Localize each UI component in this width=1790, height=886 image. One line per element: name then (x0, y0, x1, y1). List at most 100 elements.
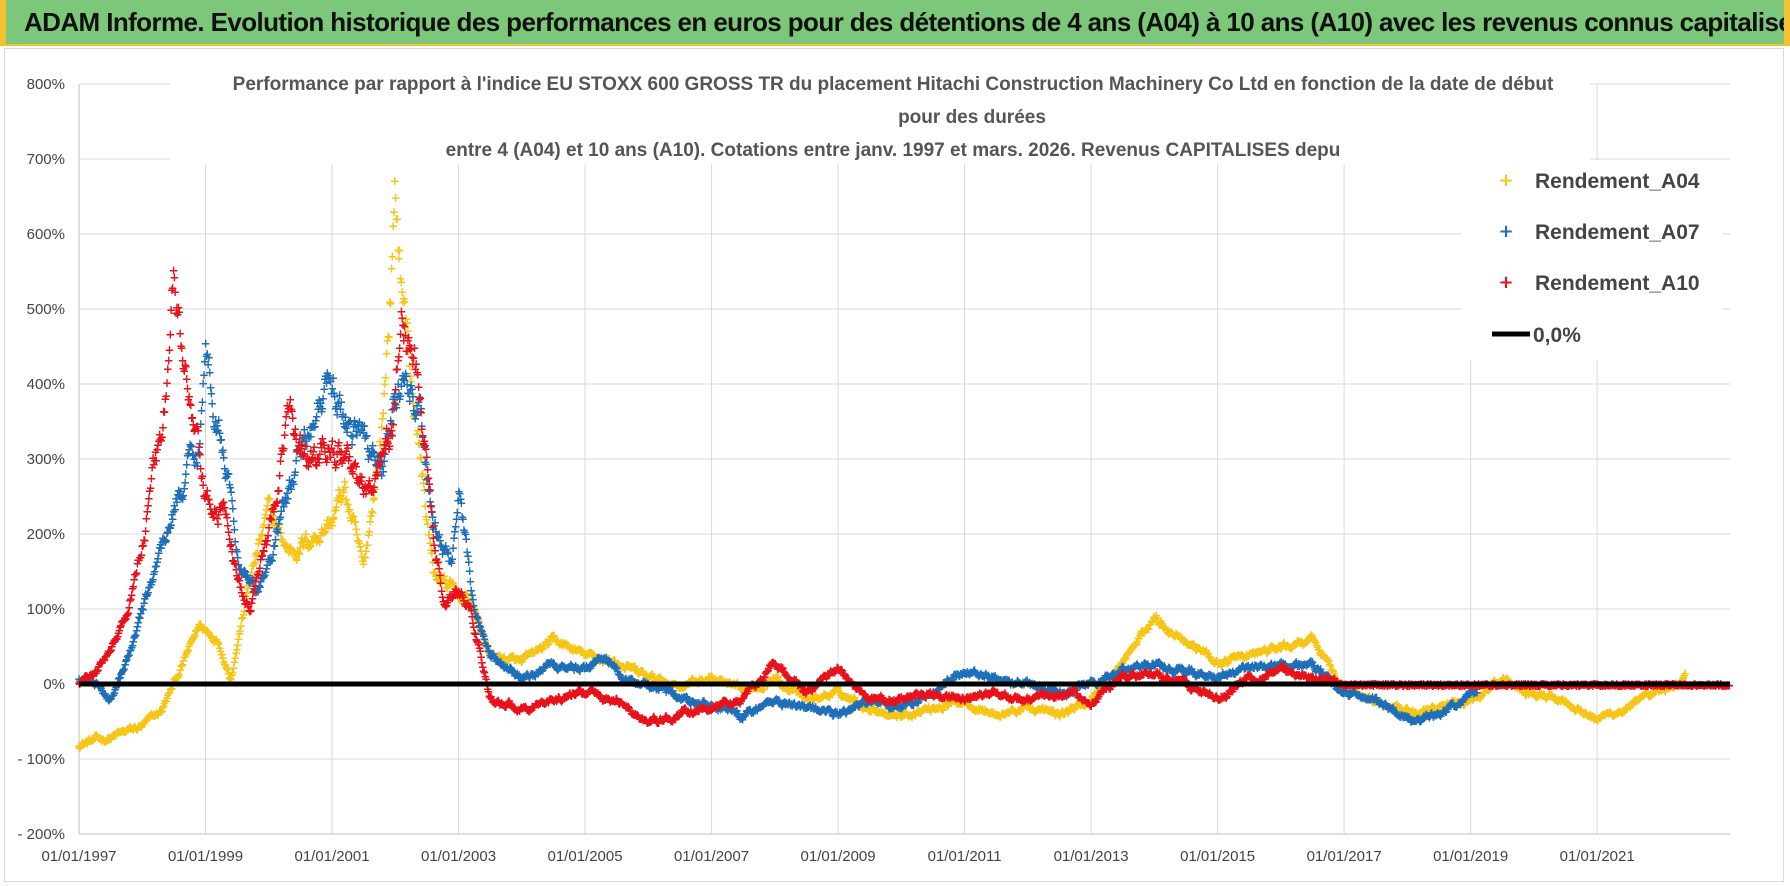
point-Rendement_A04: + (446, 575, 456, 589)
point-Rendement_A04: + (164, 686, 174, 700)
point-Rendement_A04: + (508, 649, 518, 663)
point-Rendement_A04: + (328, 512, 338, 526)
point-Rendement_A04: + (338, 483, 348, 497)
point-Rendement_A04: + (449, 579, 459, 593)
point-Rendement_A04: + (379, 387, 389, 401)
point-Rendement_A04: + (460, 588, 470, 602)
point-Rendement_A04: + (432, 573, 442, 587)
point-Rendement_A04: + (319, 526, 329, 540)
point-Rendement_A04: + (111, 728, 121, 742)
point-Rendement_A04: + (412, 427, 422, 441)
point-Rendement_A04: + (283, 544, 293, 558)
point-Rendement_A04: + (165, 682, 175, 696)
point-Rendement_A04: + (257, 528, 267, 542)
point-Rendement_A04: + (530, 646, 540, 660)
point-Rendement_A04: + (571, 643, 581, 657)
point-Rendement_A04: + (302, 534, 312, 548)
point-Rendement_A04: + (227, 668, 237, 682)
point-Rendement_A04: + (84, 732, 94, 746)
point-Rendement_A04: + (294, 546, 304, 560)
point-Rendement_A04: + (511, 653, 521, 667)
point-Rendement_A04: + (125, 720, 135, 734)
point-Rendement_A04: + (491, 650, 501, 664)
point-Rendement_A04: + (109, 727, 119, 741)
point-Rendement_A10: + (164, 343, 174, 357)
point-Rendement_A04: + (88, 732, 98, 746)
point-Rendement_A04: + (511, 651, 521, 665)
point-Rendement_A04: + (413, 424, 423, 438)
point-Rendement_A04: + (367, 504, 377, 518)
point-Rendement_A04: + (326, 518, 336, 532)
point-Rendement_A04: + (81, 734, 91, 748)
point-Rendement_A04: + (383, 330, 393, 344)
point-Rendement_A04: + (279, 538, 289, 552)
point-Rendement_A04: + (461, 587, 471, 601)
point-Rendement_A04: + (220, 658, 230, 672)
point-Rendement_A04: + (76, 738, 86, 752)
point-Rendement_A04: + (400, 315, 410, 329)
point-Rendement_A04: + (414, 436, 424, 450)
point-Rendement_A04: + (145, 709, 155, 723)
point-Rendement_A04: + (210, 633, 220, 647)
point-Rendement_A04: + (437, 569, 447, 583)
point-Rendement_A04: + (532, 642, 542, 656)
point-Rendement_A04: + (316, 529, 326, 543)
point-Rendement_A04: + (325, 519, 335, 533)
point-Rendement_A04: + (213, 636, 223, 650)
point-Rendement_A04: + (274, 521, 284, 535)
point-Rendement_A04: + (565, 641, 575, 655)
point-Rendement_A04: + (306, 539, 316, 553)
point-Rendement_A04: + (77, 736, 87, 750)
point-Rendement_A04: + (553, 635, 563, 649)
point-Rendement_A04: + (430, 565, 440, 579)
point-Rendement_A04: + (364, 524, 374, 538)
point-Rendement_A04: + (376, 439, 386, 453)
point-Rendement_A10: + (193, 424, 203, 438)
point-Rendement_A04: + (160, 694, 170, 708)
point-Rendement_A04: + (180, 650, 190, 664)
point-Rendement_A04: + (285, 544, 295, 558)
point-Rendement_A04: + (271, 515, 281, 529)
point-Rendement_A04: + (405, 369, 415, 383)
point-Rendement_A04: + (131, 721, 141, 735)
point-Rendement_A04: + (181, 647, 191, 661)
point-Rendement_A04: + (130, 719, 140, 733)
point-Rendement_A04: + (480, 634, 490, 648)
point-Rendement_A04: + (504, 651, 514, 665)
point-Rendement_A04: + (334, 483, 344, 497)
point-Rendement_A04: + (482, 641, 492, 655)
point-Rendement_A04: + (136, 720, 146, 734)
point-Rendement_A04: + (527, 646, 537, 660)
point-Rendement_A04: + (488, 647, 498, 661)
point-Rendement_A04: + (400, 295, 410, 309)
point-Rendement_A04: + (433, 573, 443, 587)
point-Rendement_A04: + (236, 619, 246, 633)
point-Rendement_A04: + (431, 569, 441, 583)
point-Rendement_A04: + (329, 510, 339, 524)
point-Rendement_A04: + (517, 654, 527, 668)
point-Rendement_A04: + (124, 721, 134, 735)
point-Rendement_A04: + (263, 491, 273, 505)
point-Rendement_A04: + (303, 538, 313, 552)
point-Rendement_A04: + (442, 581, 452, 595)
point-Rendement_A04: + (387, 250, 397, 264)
chart-frame (4, 48, 1784, 882)
point-Rendement_A04: + (423, 517, 433, 531)
point-Rendement_A04: + (470, 604, 480, 618)
point-Rendement_A04: + (558, 636, 568, 650)
point-Rendement_A04: + (104, 733, 114, 747)
point-Rendement_A04: + (204, 626, 214, 640)
point-Rendement_A04: + (299, 533, 309, 547)
point-Rendement_A04: + (145, 710, 155, 724)
point-Rendement_A04: + (118, 724, 128, 738)
point-Rendement_A04: + (122, 722, 132, 736)
point-Rendement_A04: + (295, 540, 305, 554)
point-Rendement_A04: + (519, 651, 529, 665)
point-Rendement_A04: + (553, 635, 563, 649)
point-Rendement_A04: + (215, 641, 225, 655)
point-Rendement_A04: + (200, 622, 210, 636)
point-Rendement_A04: + (331, 503, 341, 517)
point-Rendement_A04: + (233, 638, 243, 652)
point-Rendement_A04: + (438, 572, 448, 586)
point-Rendement_A04: + (196, 620, 206, 634)
